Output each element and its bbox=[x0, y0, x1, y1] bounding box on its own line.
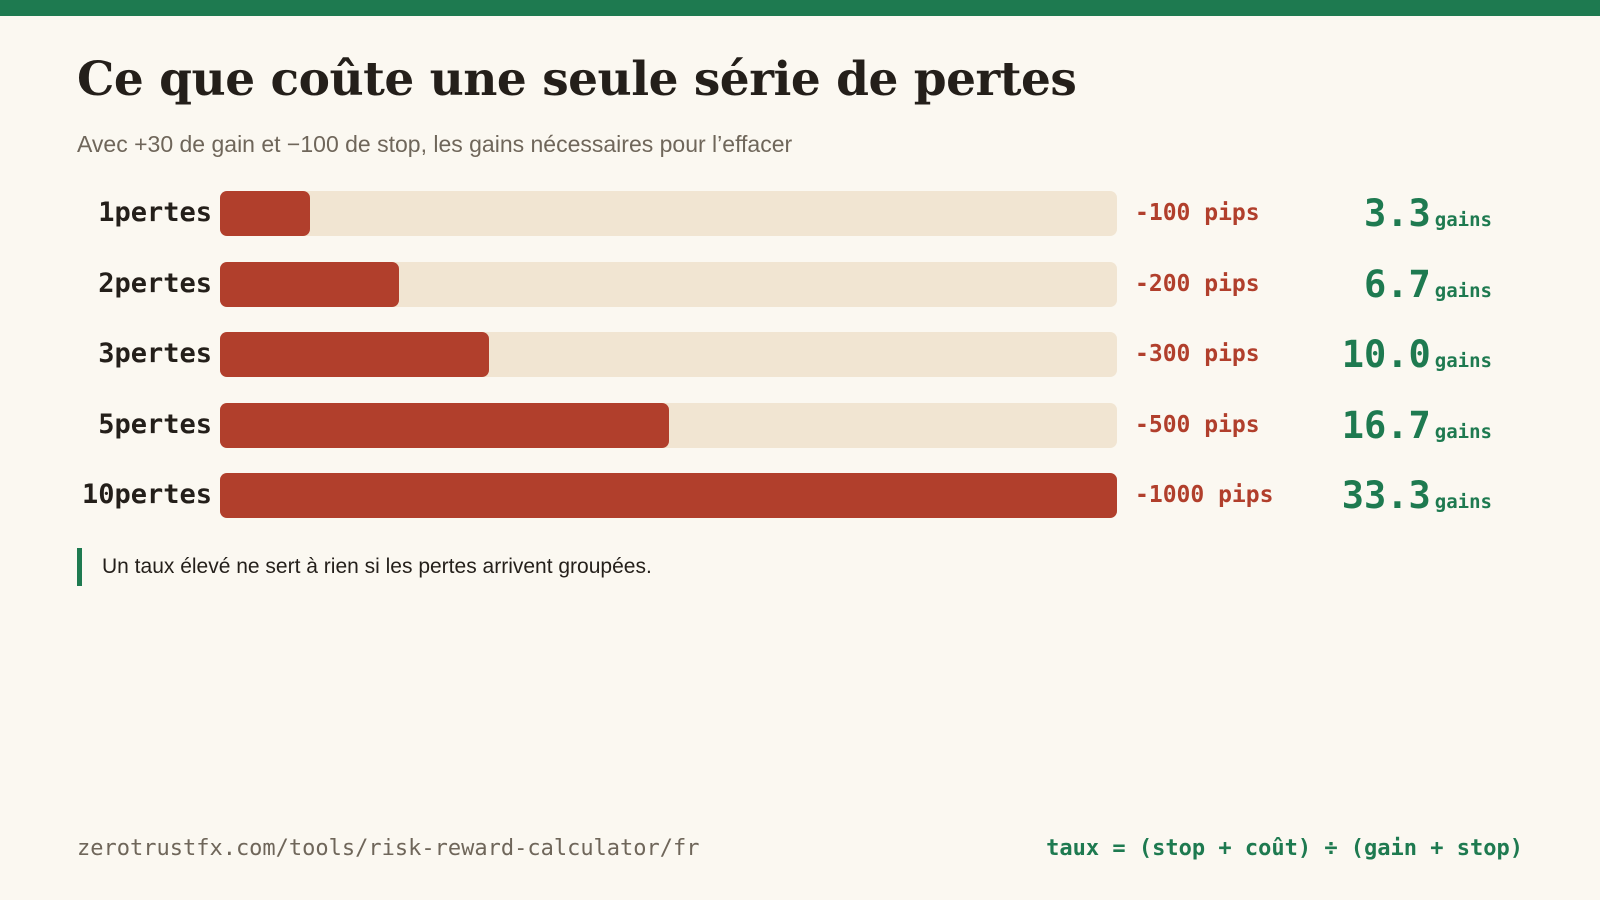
bar-fill bbox=[220, 473, 1117, 518]
bar-value-label: -200 pips bbox=[1135, 270, 1260, 297]
bar-category-label: 1pertes bbox=[98, 197, 212, 228]
bar-track bbox=[220, 332, 1117, 377]
bar-fill bbox=[220, 332, 489, 377]
gains-unit-label: gains bbox=[1434, 420, 1492, 443]
gains-needed: 10.0 gains bbox=[1342, 333, 1492, 376]
gains-needed-value: 10.0 bbox=[1341, 333, 1431, 376]
bar-track bbox=[220, 261, 1117, 307]
gains-unit-label: gains bbox=[1434, 279, 1492, 302]
gains-needed: 33.3 gains bbox=[1342, 474, 1492, 517]
callout-note: Un taux élevé ne sert à rien si les pert… bbox=[77, 548, 652, 586]
gains-unit-label: gains bbox=[1434, 491, 1492, 513]
gains-needed: 16.7 gains bbox=[1342, 404, 1492, 447]
bar-category-label: 2pertes bbox=[98, 267, 212, 299]
bar-fill bbox=[220, 191, 310, 236]
bar-fill bbox=[220, 261, 399, 307]
gains-needed: 3.3 gains bbox=[1364, 192, 1492, 235]
bar-fill bbox=[220, 402, 669, 448]
bar-track bbox=[220, 402, 1117, 448]
gains-needed-value: 16.7 bbox=[1341, 403, 1431, 447]
bar-track bbox=[220, 473, 1117, 518]
bar-track bbox=[220, 191, 1117, 236]
gains-unit-label: gains bbox=[1434, 350, 1492, 372]
page-subtitle: Avec +30 de gain et −100 de stop, les ga… bbox=[77, 131, 793, 157]
gains-unit-label: gains bbox=[1434, 209, 1492, 231]
page-title: Ce que coûte une seule série de pertes bbox=[77, 52, 1077, 107]
bar-category-label: 10pertes bbox=[81, 479, 212, 510]
gains-needed-value: 33.3 bbox=[1341, 474, 1431, 517]
bar-category-label: 5pertes bbox=[98, 408, 212, 440]
top-accent-bar bbox=[0, 0, 1600, 16]
bar-value-label: -100 pips bbox=[1135, 200, 1260, 226]
gains-needed-value: 3.3 bbox=[1363, 192, 1431, 235]
loss-streak-bar-chart: 1pertes -100 pips 3.3 gains 2pertes -200 pips… bbox=[81, 191, 1492, 518]
bar-value-label: -300 pips bbox=[1135, 341, 1260, 367]
bar-value-label: -500 pips bbox=[1135, 411, 1260, 438]
gains-needed-value: 6.7 bbox=[1363, 262, 1431, 306]
bar-value-label: -1000 pips bbox=[1135, 482, 1274, 508]
bar-category-label: 3pertes bbox=[98, 338, 212, 369]
footer-url: zerotrustfx.com/tools/risk-reward-calcul… bbox=[77, 836, 700, 861]
footer-formula: taux = (stop + coût) ÷ (gain + stop) bbox=[1046, 836, 1523, 861]
gains-needed: 6.7 gains bbox=[1364, 263, 1492, 306]
